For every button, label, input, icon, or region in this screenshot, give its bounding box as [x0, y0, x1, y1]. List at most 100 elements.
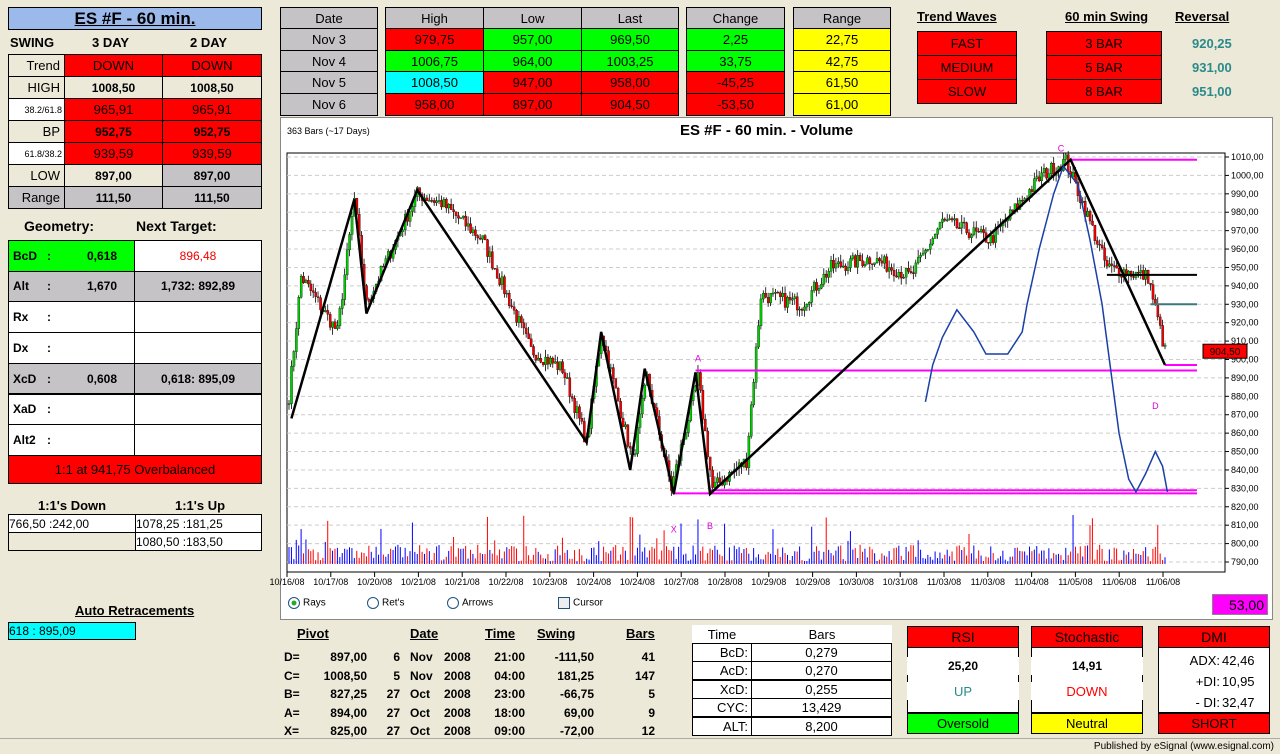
- candle-body: [336, 325, 339, 329]
- cursor-checkbox[interactable]: Cursor: [558, 597, 603, 609]
- geometry-label: BcD: [13, 248, 38, 263]
- candle-body: [447, 204, 451, 209]
- candle-body: [612, 367, 615, 379]
- time-label: AcD:: [692, 661, 752, 681]
- geometry-ratio: 0,618: [87, 248, 118, 263]
- candle-body: [554, 361, 557, 364]
- daily-value: 964,00: [483, 49, 582, 73]
- pivot-cell: 825,00: [330, 724, 367, 738]
- candle-body: [958, 227, 961, 230]
- y-tick-label: 830,00: [1231, 483, 1259, 493]
- radio-rets[interactable]: Ret's: [367, 597, 404, 609]
- candle-body: [1030, 189, 1034, 192]
- pivot-cell: 21:00: [494, 650, 525, 664]
- x-tick-label: 10/28/08: [707, 577, 742, 587]
- pivot-header: Bars: [626, 626, 655, 641]
- geometry-row-alt2[interactable]: Alt2:: [8, 424, 135, 456]
- candle-body: [527, 333, 530, 339]
- radio-label: Rays: [303, 597, 326, 609]
- pivot-cell: Nov: [410, 650, 433, 664]
- swing-2day-value: 952,75: [162, 120, 262, 143]
- candle-body: [459, 217, 463, 219]
- radio-rays[interactable]: Rays: [288, 597, 326, 609]
- candle-body: [466, 223, 470, 227]
- pivot-cell: 897,00: [330, 650, 367, 664]
- daily-value: 61,50: [793, 71, 891, 95]
- swing-3day-value: 939,59: [64, 142, 163, 165]
- pivot-cell: 5: [393, 668, 400, 683]
- stoch-direction: DOWN: [1031, 682, 1143, 700]
- candle-body: [871, 263, 874, 265]
- candle-body: [1137, 272, 1140, 274]
- candle-body: [517, 316, 521, 323]
- candle-body: [834, 263, 838, 269]
- candle-body: [912, 272, 915, 274]
- candle-body: [483, 235, 487, 240]
- trend-wave-slow: SLOW: [917, 79, 1017, 104]
- pattern-label-d: D: [1152, 401, 1159, 411]
- geometry-ratio: 0,608: [87, 371, 118, 386]
- geometry-row-bcd[interactable]: BcD: 0,618: [8, 240, 135, 272]
- swing-col-3day: 3 DAY: [92, 35, 130, 50]
- candle-body: [616, 388, 620, 402]
- candle-body: [977, 231, 981, 233]
- radio-selected-icon[interactable]: [288, 597, 300, 609]
- candle-body: [759, 298, 763, 326]
- geometry-row-xcd[interactable]: XcD: 0,608: [8, 362, 135, 395]
- candle-body: [902, 276, 906, 279]
- pivot-cell: 18:00: [494, 705, 525, 720]
- bars-value: 0,270: [751, 661, 892, 681]
- panel-title: ES #F - 60 min.: [8, 7, 262, 30]
- daily-header-high: High: [385, 7, 484, 29]
- pivot-cell: 2008: [444, 724, 471, 738]
- swing60-item: 3 BAR: [1046, 31, 1162, 56]
- candle-body: [299, 276, 303, 298]
- bars-value: 0,279: [751, 643, 892, 662]
- candle-body: [568, 377, 572, 397]
- radio-icon[interactable]: [367, 597, 379, 609]
- price-chart[interactable]: 1010,00 1000,00 990,00 980,00 970,00 960,00 95…: [0, 0, 1280, 620]
- candle-body: [295, 328, 298, 352]
- geometry-target: 1,732: 892,89: [134, 270, 262, 303]
- geometry-sep: :: [47, 279, 51, 294]
- geometry-row-alt[interactable]: Alt: 1,670: [8, 270, 135, 303]
- x-tick-label: 10/24/08: [620, 577, 655, 587]
- pivot-cell: 09:00: [494, 724, 525, 738]
- geometry-row-dx[interactable]: Dx:: [8, 332, 135, 364]
- candle-body: [304, 280, 308, 284]
- candle-body: [1127, 270, 1131, 276]
- pivot-cell: 41: [641, 650, 655, 664]
- radio-icon[interactable]: [447, 597, 459, 609]
- x-tick-label: 11/06/08: [1146, 577, 1180, 587]
- candle-body: [503, 276, 506, 294]
- candle-body: [878, 258, 881, 262]
- x-tick-label: 10/23/08: [532, 577, 567, 587]
- y-tick-label: 940,00: [1231, 281, 1259, 291]
- pivot-cell: 894,00: [330, 705, 367, 720]
- candle-body: [561, 361, 564, 373]
- swing-2day-value: 939,59: [162, 142, 262, 165]
- daily-header-range: Range: [793, 7, 891, 29]
- candle-body: [643, 384, 647, 399]
- y-tick-label: 800,00: [1231, 539, 1259, 549]
- candle-body: [861, 260, 864, 267]
- candle-body: [716, 477, 719, 483]
- overbalanced-banner: 1:1 at 941,75 Overbalanced: [8, 455, 262, 484]
- candle-body: [892, 270, 896, 277]
- candle-body: [839, 261, 843, 267]
- swing-2day-value: 897,00: [162, 164, 262, 187]
- geometry-row-xad[interactable]: XaD:: [8, 393, 135, 425]
- candle-body: [854, 255, 857, 268]
- checkbox-icon[interactable]: [558, 597, 570, 609]
- candle-body: [578, 406, 581, 419]
- candle-body: [619, 401, 622, 419]
- candle-body: [1120, 275, 1123, 278]
- radio-arrows[interactable]: Arrows: [447, 597, 493, 609]
- geometry-row-rx[interactable]: Rx:: [8, 301, 135, 333]
- reversal-value: 931,00: [1192, 60, 1232, 75]
- rsi-header: RSI: [907, 626, 1019, 648]
- candle-body: [331, 321, 334, 328]
- swing-row-label: BP: [8, 120, 65, 143]
- candle-body: [546, 356, 550, 365]
- candle-body: [832, 260, 835, 269]
